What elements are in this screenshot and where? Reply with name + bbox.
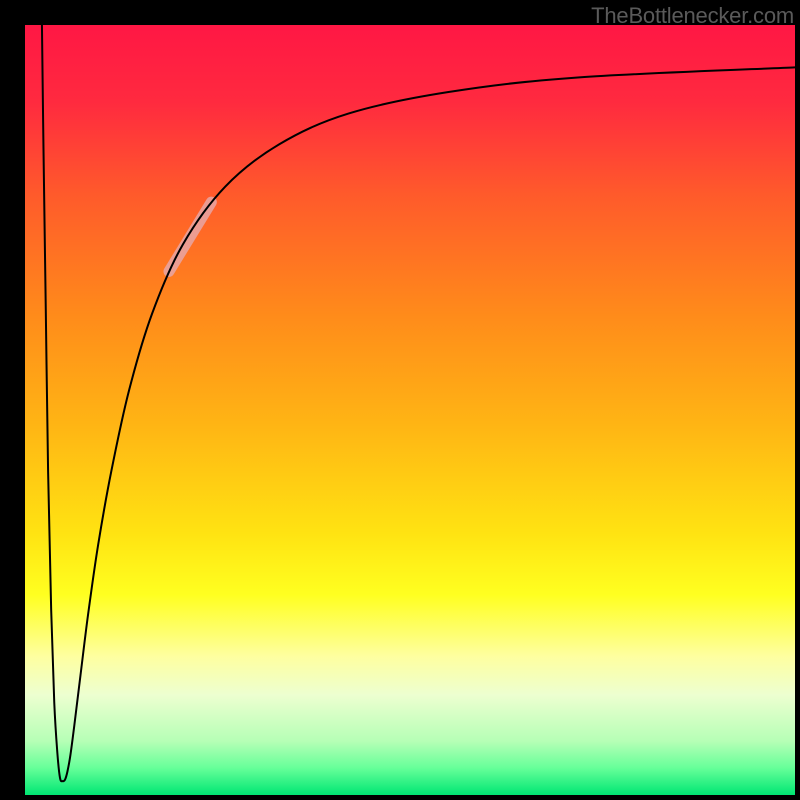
gradient-background <box>25 25 795 795</box>
chart-stage: TheBottlenecker.com <box>0 0 800 800</box>
watermark-text: TheBottlenecker.com <box>591 3 794 29</box>
